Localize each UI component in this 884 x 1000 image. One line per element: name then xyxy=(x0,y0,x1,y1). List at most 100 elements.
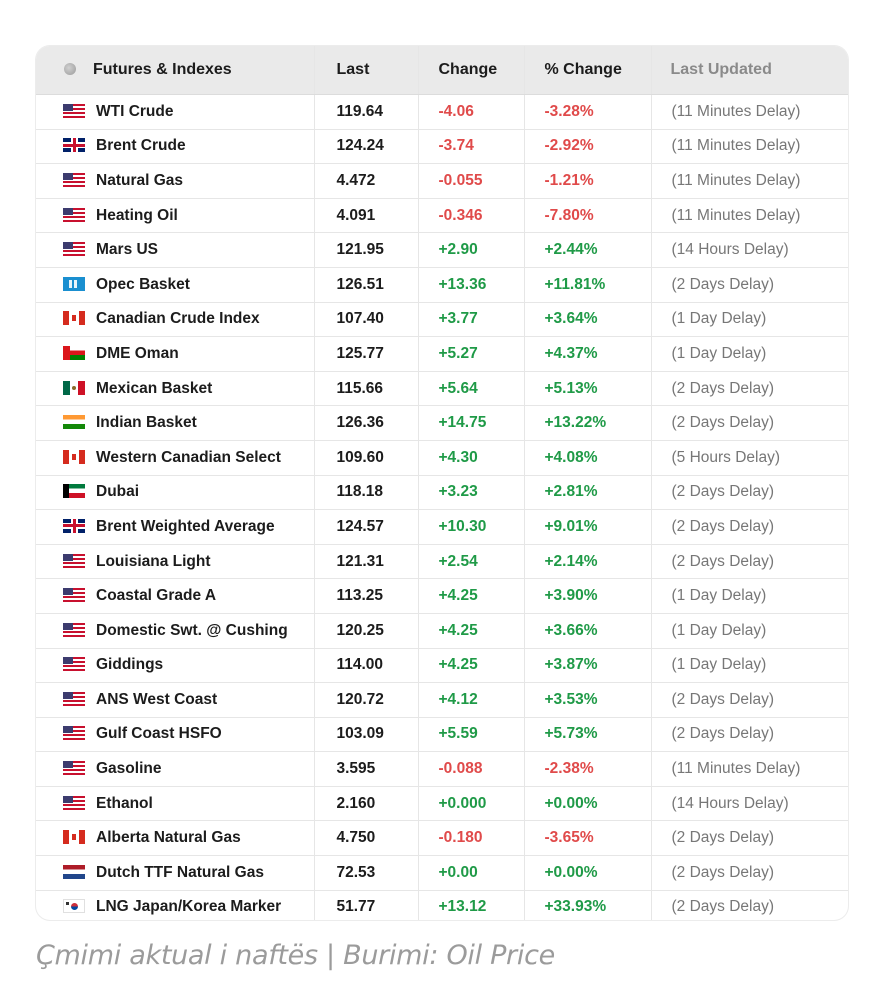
instrument-name[interactable]: Ethanol xyxy=(96,794,153,812)
instrument-name[interactable]: Dutch TTF Natural Gas xyxy=(96,863,264,881)
instrument-name[interactable]: ANS West Coast xyxy=(96,690,218,708)
instrument-name[interactable]: LNG Japan/Korea Marker xyxy=(96,898,282,916)
canada-flag-icon xyxy=(63,311,85,326)
cell-last-updated: (2 Days Delay) xyxy=(651,717,848,753)
cell-name[interactable]: Heating Oil xyxy=(36,198,315,234)
table-row[interactable]: Dutch TTF Natural Gas 72.53 +0.00 +0.00% (2 … xyxy=(36,855,848,891)
cell-last-updated: (11 Minutes Delay) xyxy=(651,751,848,787)
instrument-name[interactable]: Mars US xyxy=(96,241,159,259)
table-row[interactable]: Giddings 114.00 +4.25 +3.87% (1 Day Delay) xyxy=(36,648,848,684)
table-row[interactable]: Domestic Swt. @ Cushing 120.25 +4.25 +3.66%… xyxy=(36,613,848,649)
cell-name[interactable]: Giddings xyxy=(36,648,315,684)
cell-name[interactable]: Canadian Crude Index xyxy=(36,302,315,338)
table-row[interactable]: Dubai 118.18 +3.23 +2.81% (2 Days Delay) xyxy=(36,475,848,511)
table-row[interactable]: Gulf Coast HSFO 103.09 +5.59 +5.73% (2 Days … xyxy=(36,717,848,753)
cell-name[interactable]: Ethanol xyxy=(36,786,315,822)
instrument-name[interactable]: DME Oman xyxy=(96,344,179,362)
table-row[interactable]: Gasoline 3.595 -0.088 -2.38% (11 Minutes Del… xyxy=(36,751,848,787)
instrument-name[interactable]: Alberta Natural Gas xyxy=(96,829,241,847)
cell-name[interactable]: Mexican Basket xyxy=(36,371,315,407)
table-row[interactable]: Mars US 121.95 +2.90 +2.44% (14 Hours Delay) xyxy=(36,232,848,268)
instrument-name[interactable]: Brent Crude xyxy=(96,137,186,155)
cell-name[interactable]: Coastal Grade A xyxy=(36,578,315,614)
cell-name[interactable]: LNG Japan/Korea Marker xyxy=(36,890,315,920)
table-row[interactable]: Opec Basket 126.51 +13.36 +11.81% (2 Days De… xyxy=(36,267,848,303)
instrument-name[interactable]: Indian Basket xyxy=(96,414,197,432)
cell-pct-change: +9.01% xyxy=(524,509,652,545)
table-row[interactable]: Alberta Natural Gas 4.750 -0.180 -3.65% (2 D… xyxy=(36,820,848,857)
header-last-updated[interactable]: Last Updated xyxy=(651,46,848,95)
cell-name[interactable]: Dubai xyxy=(36,475,315,511)
table-row[interactable]: Brent Weighted Average 124.57 +10.30 +9.01%… xyxy=(36,509,848,545)
table-row[interactable]: DME Oman 125.77 +5.27 +4.37% (1 Day Delay) xyxy=(36,336,848,372)
table-row[interactable]: Western Canadian Select 109.60 +4.30 +4.08%… xyxy=(36,440,848,476)
instrument-name[interactable]: Opec Basket xyxy=(96,275,190,293)
header-last[interactable]: Last xyxy=(314,46,419,95)
table-row[interactable]: Indian Basket 126.36 +14.75 +13.22% (2 Days … xyxy=(36,405,848,441)
cell-name[interactable]: Domestic Swt. @ Cushing xyxy=(36,613,315,649)
table-row[interactable]: Coastal Grade A 113.25 +4.25 +3.90% (1 Day D… xyxy=(36,578,848,614)
india-flag-icon xyxy=(63,415,85,430)
table-row[interactable]: Natural Gas 4.472 -0.055 -1.21% (11 Minutes … xyxy=(36,163,848,199)
table-row[interactable]: Mexican Basket 115.66 +5.64 +5.13% (2 Days D… xyxy=(36,371,848,407)
cell-pct-change: +5.73% xyxy=(524,717,652,753)
cell-name[interactable]: WTI Crude xyxy=(36,94,315,130)
header-futures-indexes[interactable]: Futures & Indexes xyxy=(36,46,315,95)
cell-name[interactable]: Indian Basket xyxy=(36,405,315,441)
cell-name[interactable]: Natural Gas xyxy=(36,163,315,199)
header-change[interactable]: Change xyxy=(418,46,525,95)
cell-last-updated: (2 Days Delay) xyxy=(651,544,848,580)
cell-last-updated: (2 Days Delay) xyxy=(651,682,848,718)
uk-flag-icon xyxy=(63,518,85,533)
table-row[interactable]: Heating Oil 4.091 -0.346 -7.80% (11 Minutes … xyxy=(36,198,848,234)
instrument-name[interactable]: Louisiana Light xyxy=(96,552,211,570)
header-pct-change[interactable]: % Change xyxy=(524,46,652,95)
instrument-name[interactable]: Natural Gas xyxy=(96,171,184,189)
cell-last-updated: (1 Day Delay) xyxy=(651,302,848,338)
instrument-name[interactable]: Coastal Grade A xyxy=(96,587,217,605)
canada-flag-icon xyxy=(63,449,85,464)
cell-name[interactable]: Gulf Coast HSFO xyxy=(36,717,315,753)
instrument-name[interactable]: Heating Oil xyxy=(96,206,178,224)
cell-pct-change: +0.00% xyxy=(524,786,652,822)
table-row[interactable]: Ethanol 2.160 +0.000 +0.00% (14 Hours Delay) xyxy=(36,786,848,822)
cell-name[interactable]: Louisiana Light xyxy=(36,544,315,580)
table-row[interactable]: Louisiana Light 121.31 +2.54 +2.14% (2 Days … xyxy=(36,544,848,580)
cell-name[interactable]: Opec Basket xyxy=(36,267,315,303)
cell-change: +0.00 xyxy=(418,855,525,891)
mexico-flag-icon xyxy=(63,380,85,395)
cell-name[interactable]: ANS West Coast xyxy=(36,682,315,718)
table-row[interactable]: ANS West Coast 120.72 +4.12 +3.53% (2 Days D… xyxy=(36,682,848,718)
cell-pct-change: -3.65% xyxy=(524,820,652,857)
instrument-name[interactable]: WTI Crude xyxy=(96,102,174,120)
cell-name[interactable]: Dutch TTF Natural Gas xyxy=(36,855,315,891)
table-row[interactable]: Brent Crude 124.24 -3.74 -2.92% (11 Minutes … xyxy=(36,129,848,165)
instrument-name[interactable]: Giddings xyxy=(96,656,164,674)
cell-name[interactable]: Brent Weighted Average xyxy=(36,509,315,545)
us-flag-icon xyxy=(63,172,85,187)
cell-name[interactable]: Alberta Natural Gas xyxy=(36,820,315,857)
cell-name[interactable]: Gasoline xyxy=(36,751,315,787)
cell-last: 103.09 xyxy=(314,717,419,753)
instrument-name[interactable]: Domestic Swt. @ Cushing xyxy=(96,621,288,639)
cell-last: 107.40 xyxy=(314,302,419,338)
instrument-name[interactable]: Brent Weighted Average xyxy=(96,517,275,535)
cell-name[interactable]: Brent Crude xyxy=(36,129,315,165)
instrument-name[interactable]: Gulf Coast HSFO xyxy=(96,725,222,743)
instrument-name[interactable]: Mexican Basket xyxy=(96,379,213,397)
us-flag-icon xyxy=(63,657,85,672)
table-body: WTI Crude 119.64 -4.06 -3.28% (11 Minutes De… xyxy=(36,94,848,920)
instrument-name[interactable]: Western Canadian Select xyxy=(96,448,281,466)
opec-flag-icon xyxy=(63,276,85,291)
instrument-name[interactable]: Canadian Crude Index xyxy=(96,310,260,328)
cell-name[interactable]: Western Canadian Select xyxy=(36,440,315,476)
table-row[interactable]: LNG Japan/Korea Marker 51.77 +13.12 +33.93%… xyxy=(36,890,848,920)
table-row[interactable]: WTI Crude 119.64 -4.06 -3.28% (11 Minutes De… xyxy=(36,94,848,130)
table-row[interactable]: Canadian Crude Index 107.40 +3.77 +3.64% (1 … xyxy=(36,302,848,338)
oil-prices-table: Futures & Indexes Last Change % Change L… xyxy=(36,46,848,920)
instrument-name[interactable]: Dubai xyxy=(96,483,140,501)
cell-name[interactable]: Mars US xyxy=(36,232,315,268)
instrument-name[interactable]: Gasoline xyxy=(96,760,162,778)
cell-last: 119.64 xyxy=(314,94,419,130)
cell-name[interactable]: DME Oman xyxy=(36,336,315,372)
